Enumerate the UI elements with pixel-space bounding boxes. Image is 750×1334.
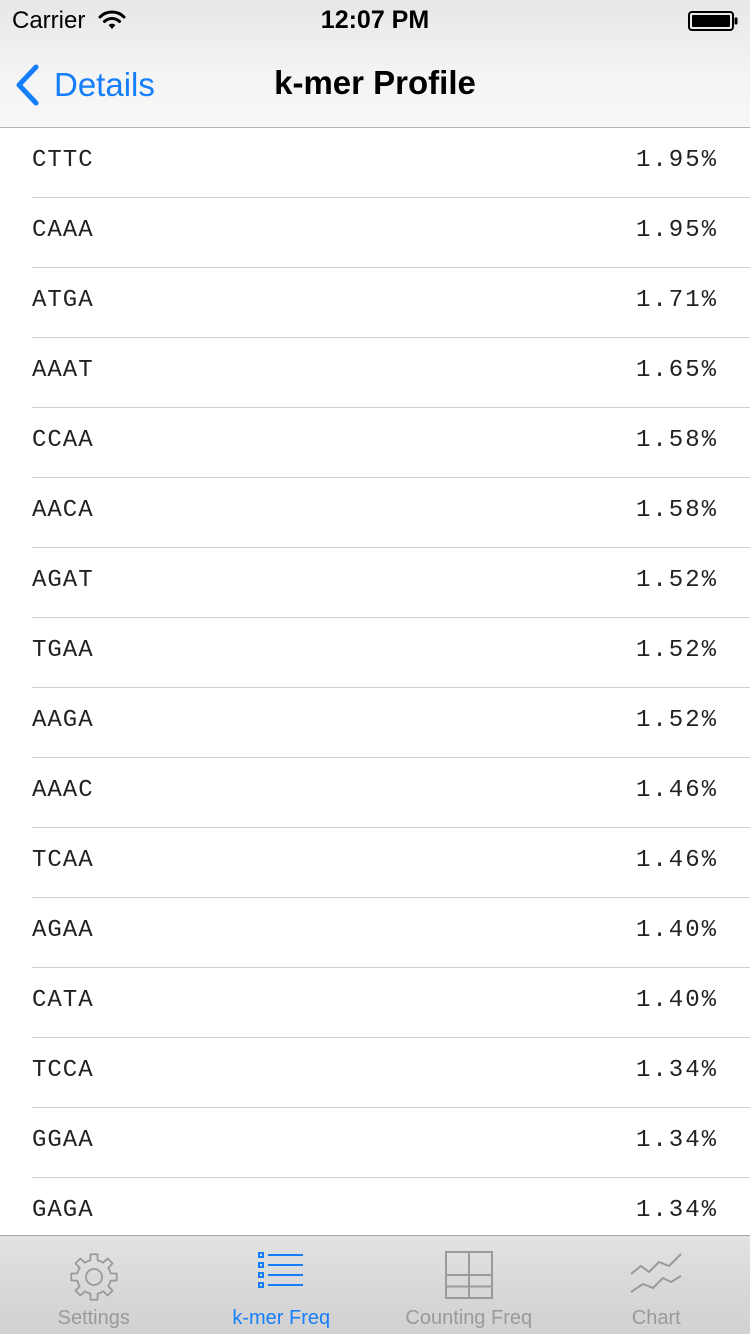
kmer-label: AAAT xyxy=(32,357,94,384)
kmer-label: CAAA xyxy=(32,217,94,244)
kmer-label: CATA xyxy=(32,987,94,1014)
row-separator xyxy=(32,197,750,198)
top-bar: Carrier 12:07 PM Details k-mer Profile xyxy=(0,0,750,128)
tab-counting-freq[interactable]: Counting Freq xyxy=(375,1236,563,1334)
row-separator xyxy=(32,1107,750,1108)
tab-bar: Settings k-mer Freq Counting Freq xyxy=(0,1235,750,1334)
kmer-frequency: 1.95% xyxy=(635,217,718,244)
kmer-frequency: 1.52% xyxy=(635,637,718,664)
list-item[interactable]: TGAA 1.52% xyxy=(0,618,750,688)
kmer-frequency: 1.71% xyxy=(635,287,718,314)
row-separator xyxy=(32,1037,750,1038)
list-icon xyxy=(258,1252,304,1288)
wifi-icon xyxy=(98,10,126,29)
kmer-frequency: 1.34% xyxy=(635,1127,718,1154)
list-item[interactable]: AGAT 1.52% xyxy=(0,548,750,618)
kmer-label: GAGA xyxy=(32,1197,94,1224)
list-item[interactable]: AAGA 1.52% xyxy=(0,688,750,758)
battery-icon xyxy=(688,11,738,31)
list-item[interactable]: TCCA 1.34% xyxy=(0,1038,750,1108)
kmer-label: AAAC xyxy=(32,777,94,804)
kmer-frequency: 1.52% xyxy=(635,707,718,734)
chevron-left-icon xyxy=(16,64,39,106)
page-title: k-mer Profile xyxy=(274,64,476,101)
row-separator xyxy=(32,687,750,688)
tab-counting-freq-label: Counting Freq xyxy=(405,1307,533,1329)
kmer-label: AGAA xyxy=(32,917,94,944)
kmer-label: TGAA xyxy=(32,637,94,664)
kmer-frequency: 1.95% xyxy=(635,147,718,174)
grid-icon xyxy=(444,1251,493,1299)
row-separator xyxy=(32,547,750,548)
tab-kmer-freq-label: k-mer Freq xyxy=(232,1307,331,1329)
tab-settings[interactable]: Settings xyxy=(0,1236,188,1334)
row-separator xyxy=(32,337,750,338)
tab-chart-label: Chart xyxy=(631,1307,681,1329)
row-separator xyxy=(32,267,750,268)
kmer-frequency: 1.58% xyxy=(635,497,718,524)
kmer-frequency: 1.40% xyxy=(635,987,718,1014)
kmer-label: TCCA xyxy=(32,1057,94,1084)
list-item[interactable]: AGAA 1.40% xyxy=(0,898,750,968)
kmer-frequency: 1.34% xyxy=(635,1197,718,1224)
tab-settings-label: Settings xyxy=(57,1307,130,1329)
row-separator xyxy=(32,897,750,898)
navigation-bar: Details k-mer Profile xyxy=(0,40,750,128)
gear-icon xyxy=(70,1253,118,1301)
row-separator xyxy=(32,967,750,968)
kmer-frequency: 1.40% xyxy=(635,917,718,944)
kmer-frequency: 1.34% xyxy=(635,1057,718,1084)
list-item[interactable]: AAAC 1.46% xyxy=(0,758,750,828)
row-separator xyxy=(32,407,750,408)
kmer-label: AAGA xyxy=(32,707,94,734)
kmer-frequency: 1.46% xyxy=(635,777,718,804)
status-time: 12:07 PM xyxy=(320,6,430,34)
list-item[interactable]: AACA 1.58% xyxy=(0,478,750,548)
row-separator xyxy=(32,1177,750,1178)
kmer-frequency: 1.46% xyxy=(635,847,718,874)
list-item[interactable]: AAAT 1.65% xyxy=(0,338,750,408)
kmer-frequency: 1.65% xyxy=(635,357,718,384)
kmer-label: CCAA xyxy=(32,427,94,454)
row-separator xyxy=(32,827,750,828)
list-item[interactable]: CCAA 1.58% xyxy=(0,408,750,478)
kmer-label: AGAT xyxy=(32,567,94,594)
tab-kmer-freq[interactable]: k-mer Freq xyxy=(188,1236,376,1334)
list-item[interactable]: GAGA 1.34% xyxy=(0,1178,750,1235)
status-bar: Carrier 12:07 PM xyxy=(0,0,750,40)
kmer-label: TCAA xyxy=(32,847,94,874)
back-button[interactable]: Details xyxy=(12,60,155,110)
row-separator xyxy=(32,757,750,758)
kmer-list[interactable]: CTTC 1.95% CAAA 1.95% ATGA 1.71% AAAT 1.65% CCAA… xyxy=(0,128,750,1235)
list-item[interactable]: TCAA 1.46% xyxy=(0,828,750,898)
list-item[interactable]: CAAA 1.95% xyxy=(0,198,750,268)
list-item[interactable]: CATA 1.40% xyxy=(0,968,750,1038)
back-button-label: Details xyxy=(54,66,155,103)
list-item[interactable]: ATGA 1.71% xyxy=(0,268,750,338)
kmer-label: CTTC xyxy=(32,147,94,174)
row-separator xyxy=(32,617,750,618)
list-item[interactable]: GGAA 1.34% xyxy=(0,1108,750,1178)
kmer-label: ATGA xyxy=(32,287,94,314)
kmer-frequency: 1.58% xyxy=(635,427,718,454)
kmer-frequency: 1.52% xyxy=(635,567,718,594)
row-separator xyxy=(32,477,750,478)
kmer-label: GGAA xyxy=(32,1127,94,1154)
tab-chart[interactable]: Chart xyxy=(563,1236,750,1334)
kmer-label: AACA xyxy=(32,497,94,524)
list-item[interactable]: CTTC 1.95% xyxy=(0,128,750,198)
carrier-label: Carrier xyxy=(12,7,86,34)
chart-icon xyxy=(630,1253,682,1293)
